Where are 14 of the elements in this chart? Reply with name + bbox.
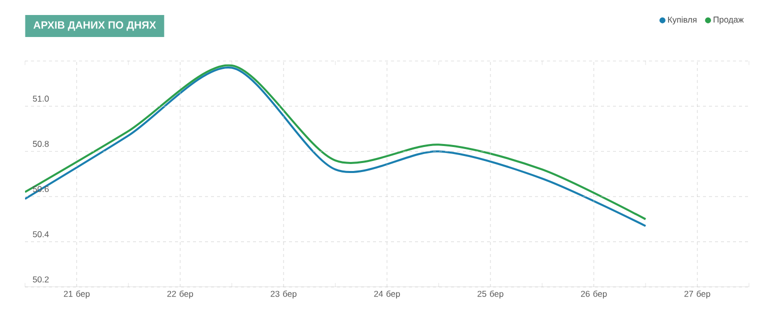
x-tick-label: 27 бер bbox=[684, 290, 710, 299]
chart-title: АРХІВ ДАНИХ ПО ДНЯХ bbox=[33, 21, 156, 31]
y-tick-label: 50.4 bbox=[32, 231, 49, 238]
x-tick-label: 26 бер bbox=[581, 290, 607, 299]
x-tick-label: 21 бер bbox=[64, 290, 90, 299]
x-tick-label: 22 бер bbox=[167, 290, 194, 299]
legend-label: Продаж bbox=[714, 16, 744, 24]
x-tick-label: 25 бер bbox=[478, 290, 504, 299]
y-tick-label: 50.2 bbox=[32, 276, 49, 282]
x-tick-label: 24 бер bbox=[374, 290, 400, 299]
y-tick-label: 50.8 bbox=[32, 140, 49, 147]
y-tick-label: 51.0 bbox=[32, 96, 49, 102]
x-tick-label: 23 бер bbox=[270, 290, 296, 299]
legend-label: Купівля bbox=[668, 16, 696, 24]
